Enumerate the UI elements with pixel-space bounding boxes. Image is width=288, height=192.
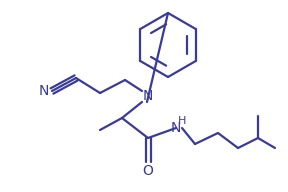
Text: N: N — [143, 89, 153, 103]
Text: O: O — [143, 164, 154, 178]
Text: N: N — [171, 121, 181, 135]
Text: N: N — [39, 84, 49, 98]
Text: H: H — [178, 116, 186, 126]
